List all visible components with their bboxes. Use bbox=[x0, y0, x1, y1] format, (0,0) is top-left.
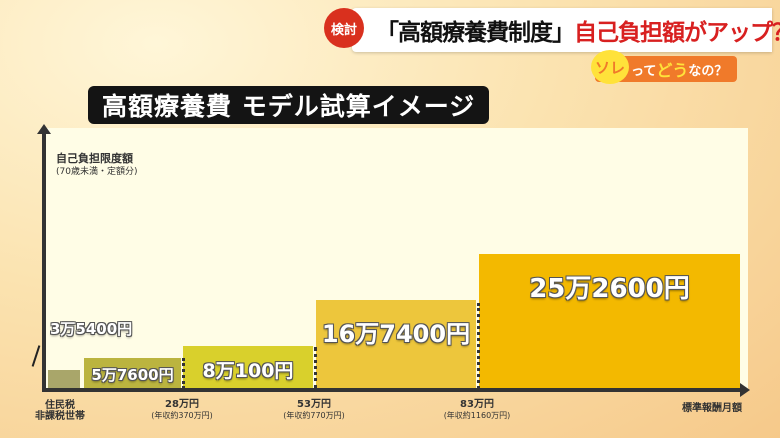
x-tick-label: 53万円 bbox=[297, 399, 331, 410]
segment-tag: ソレ って どう なの？ bbox=[591, 50, 738, 84]
x-axis bbox=[42, 388, 742, 392]
data-label: 5万7600円 bbox=[91, 366, 174, 385]
threshold-divider bbox=[477, 303, 480, 389]
bar bbox=[48, 370, 80, 389]
bar bbox=[316, 299, 476, 389]
x-tick-sublabel: 非課税世帯 bbox=[35, 411, 85, 422]
y-axis bbox=[42, 132, 46, 392]
data-label: 8万100円 bbox=[202, 360, 294, 383]
x-tick-label: 住民税 bbox=[45, 400, 75, 411]
threshold-divider bbox=[314, 347, 317, 389]
data-label: 25万2600円 bbox=[529, 274, 690, 305]
chart-title: 高額療養費 モデル試算イメージ bbox=[88, 86, 490, 124]
segment-tag-bubble: ソレ bbox=[591, 50, 629, 84]
bar bbox=[183, 346, 313, 389]
x-tick-label: 83万円 bbox=[460, 399, 494, 410]
x-tick: 28万円 (年収約370万円) bbox=[142, 399, 222, 421]
bar bbox=[84, 358, 181, 389]
x-tick-sublabel: (年収約1160万円) bbox=[443, 411, 511, 420]
review-badge: 検討 bbox=[324, 8, 364, 48]
x-tick-label: 28万円 bbox=[165, 399, 199, 410]
label-leader-line bbox=[31, 345, 41, 367]
headline: 「高額療養費制度」 自己負担額がアップ？ bbox=[352, 8, 780, 52]
x-axis-arrow-icon bbox=[740, 383, 750, 397]
data-label: 16万7400円 bbox=[321, 319, 471, 348]
x-axis-label: 標準報酬月額 bbox=[682, 403, 742, 414]
y-axis-sublabel: (70歳未満・定額分) bbox=[56, 167, 138, 177]
segment-tag-text3: なの？ bbox=[688, 63, 728, 79]
x-tick: 83万円 (年収約1160万円) bbox=[437, 399, 517, 421]
data-label: 3万5400円 bbox=[50, 320, 133, 338]
bar bbox=[479, 254, 740, 389]
headline-topic: 「高額療養費制度」 bbox=[376, 20, 575, 46]
segment-tag-text1: って bbox=[631, 63, 657, 79]
segment-tag-text2: どう bbox=[656, 61, 689, 80]
headline-question: 自己負担額がアップ？ bbox=[574, 20, 780, 46]
x-tick-sublabel: (年収約770万円) bbox=[283, 411, 345, 420]
x-tick: 住民税 非課税世帯 bbox=[20, 400, 100, 422]
x-tick-sublabel: (年収約370万円) bbox=[151, 411, 213, 420]
x-tick: 53万円 (年収約770万円) bbox=[274, 399, 354, 421]
y-axis-arrow-icon bbox=[37, 124, 51, 134]
y-axis-label: 自己負担限度額 bbox=[56, 152, 133, 165]
threshold-divider bbox=[182, 358, 185, 389]
